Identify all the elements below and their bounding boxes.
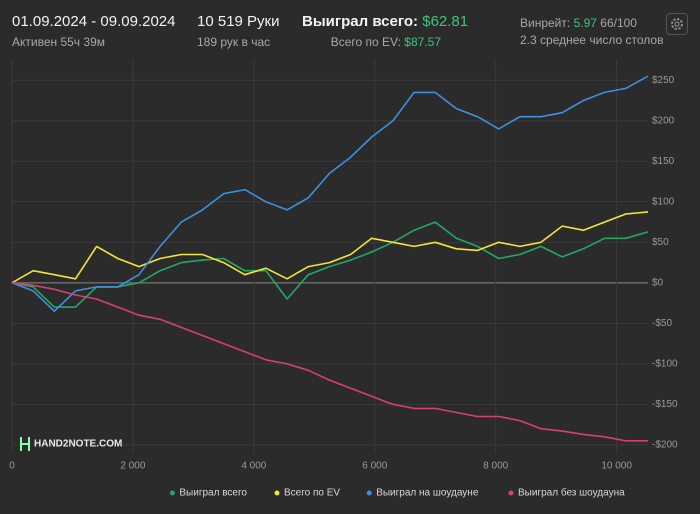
logo-icon bbox=[20, 437, 30, 451]
legend-marker bbox=[366, 490, 372, 496]
y-tick-label: $150 bbox=[652, 156, 675, 167]
legend-marker bbox=[169, 490, 175, 496]
date-range: 01.09.2024 - 09.09.2024 bbox=[12, 13, 176, 30]
hands: 10 519 Руки bbox=[197, 13, 280, 30]
y-tick-label: $200 bbox=[652, 115, 675, 126]
y-tick-label: $250 bbox=[652, 75, 675, 86]
y-tick-label: $50 bbox=[652, 237, 669, 248]
logo: HAND2NOTE.COM bbox=[20, 437, 122, 451]
x-tick-label: 8 000 bbox=[483, 461, 508, 472]
y-tick-label: -$150 bbox=[652, 399, 678, 410]
y-tick-label: -$100 bbox=[652, 359, 678, 370]
won-label: Выиграл всего: bbox=[302, 13, 419, 30]
y-tick-label: -$200 bbox=[652, 440, 678, 451]
settings-button[interactable] bbox=[666, 13, 688, 35]
ev-total: Всего по EV: $87.57 bbox=[331, 35, 441, 49]
legend-marker bbox=[508, 490, 514, 496]
series-line bbox=[11, 75, 649, 312]
won-value: $62.81 bbox=[422, 13, 469, 30]
legend-label: Выиграл без шоудауна bbox=[518, 487, 625, 499]
winrate-label: Винрейт: bbox=[520, 16, 571, 30]
logo-text: HAND2NOTE.COM bbox=[34, 439, 122, 450]
avg-tables: 2.3 среднее число столов bbox=[520, 33, 664, 47]
winrate: Винрейт: 5.97 66/100 bbox=[520, 16, 637, 30]
y-tick-label: $100 bbox=[652, 196, 675, 207]
grid bbox=[11, 60, 648, 453]
active-time: Активен 55ч 39м bbox=[12, 35, 105, 49]
winrate-extra: 66/100 bbox=[600, 16, 637, 30]
won-total: Выиграл всего: $62.81 bbox=[302, 13, 468, 30]
plot: -$200 -$150 -$100 -$50 $0 $50 $100 $150 $200 $250… bbox=[9, 60, 678, 499]
series-line bbox=[11, 282, 648, 442]
legend: Выиграл всего Всего по EV Выиграл на шоуда… bbox=[169, 487, 625, 499]
series-line bbox=[11, 211, 649, 284]
x-tick-label: 2 000 bbox=[120, 461, 145, 472]
x-tick-label: 10 000 bbox=[601, 461, 632, 472]
legend-label: Всего по EV bbox=[284, 488, 340, 499]
ev-value: $87.57 bbox=[404, 35, 441, 49]
ev-label: Всего по EV: bbox=[330, 35, 401, 49]
x-tick-label: 6 000 bbox=[362, 461, 387, 472]
y-tick-label: $0 bbox=[652, 277, 664, 288]
x-tick-label: 0 bbox=[9, 461, 15, 472]
y-tick-label: -$50 bbox=[652, 318, 672, 329]
gear-icon bbox=[671, 18, 683, 30]
winrate-value: 5.97 bbox=[573, 16, 597, 30]
hands-per-hour: 189 рук в час bbox=[197, 35, 271, 49]
legend-marker bbox=[274, 490, 280, 496]
labels: -$200 -$150 -$100 -$50 $0 $50 $100 $150 $200 $250… bbox=[9, 75, 678, 472]
lines bbox=[11, 75, 649, 442]
series-line bbox=[11, 221, 649, 308]
legend-label: Выиграл всего bbox=[179, 488, 247, 499]
x-tick-label: 4 000 bbox=[241, 461, 266, 472]
legend-label: Выиграл на шоудауне bbox=[376, 488, 479, 499]
